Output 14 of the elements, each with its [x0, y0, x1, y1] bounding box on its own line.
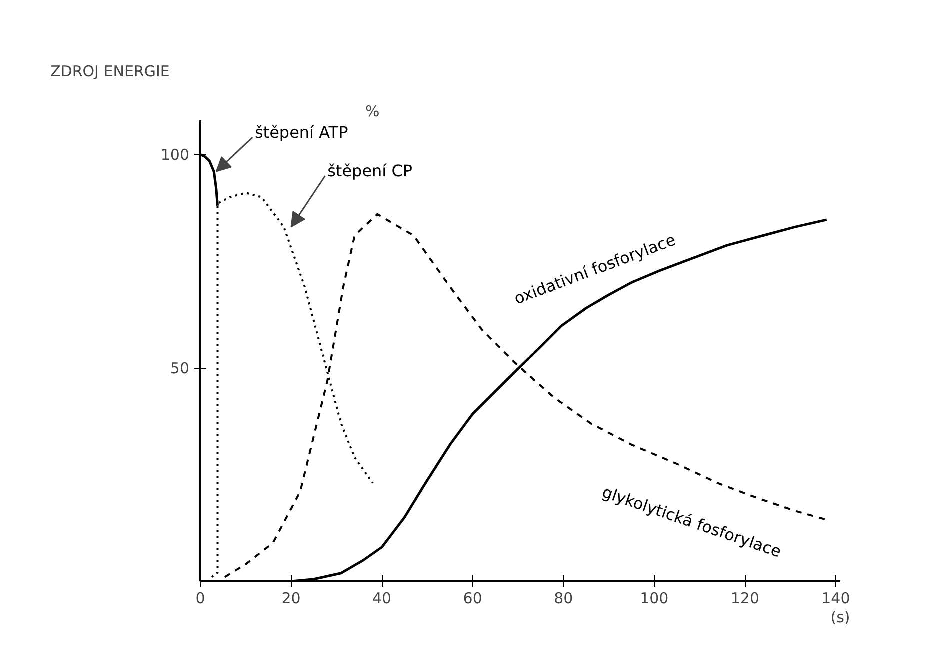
y-axis-title: %: [366, 102, 380, 120]
text: štěpení ATP: [254, 122, 349, 142]
x-tick-label: 0: [196, 590, 206, 608]
x-tick-label: 100: [640, 590, 669, 608]
x-tick-label: 60: [463, 590, 482, 608]
x-axis-title: (s): [830, 608, 850, 626]
x-tick-label: 140: [822, 590, 850, 608]
y-tick-label: 50: [170, 360, 190, 378]
x-tick-label: 40: [372, 590, 392, 608]
x-tick-label: 120: [730, 590, 760, 608]
chart-title: ZDROJ ENERGIE: [50, 62, 170, 80]
x-tick-label: 20: [282, 590, 301, 608]
text: štěpení CP: [328, 161, 413, 180]
x-tick-label: 80: [554, 590, 574, 608]
